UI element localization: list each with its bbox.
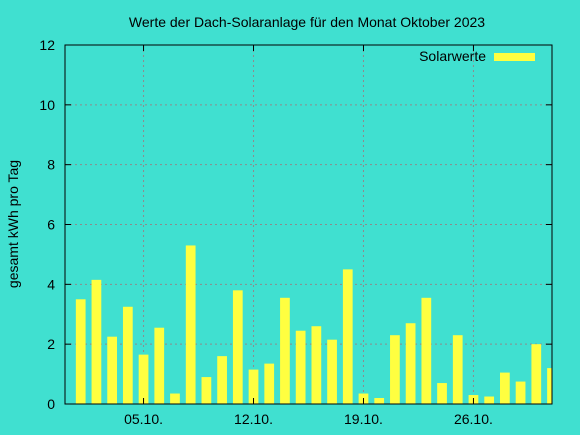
bar	[91, 279, 102, 404]
bar	[170, 393, 180, 404]
bar	[405, 323, 416, 404]
bar	[342, 269, 353, 404]
bar	[122, 306, 133, 404]
grid-lines	[65, 45, 552, 404]
bar	[201, 377, 212, 404]
x-tick-label: 05.10.	[124, 411, 163, 427]
bar	[217, 356, 227, 404]
bar	[452, 335, 463, 404]
bar	[437, 383, 447, 404]
legend-label: Solarwerte	[419, 48, 486, 64]
bar	[248, 369, 259, 404]
bar-series	[75, 245, 552, 404]
y-axis-ticks: 0 2 4 6 8 10 12	[39, 37, 552, 412]
bar	[185, 245, 196, 404]
x-tick-label: 19.10.	[344, 411, 383, 427]
x-tick-label: 12.10.	[234, 411, 273, 427]
bar	[390, 335, 400, 404]
y-tick-label: 4	[47, 276, 55, 292]
bar	[484, 396, 495, 404]
x-tick-label: 26.10.	[454, 411, 493, 427]
bar	[154, 327, 165, 404]
y-tick-label: 8	[47, 157, 55, 173]
bar	[547, 368, 552, 404]
chart-title: Werte der Dach-Solaranlage für den Monat…	[129, 14, 485, 30]
bar	[515, 381, 526, 404]
y-tick-label: 10	[39, 97, 55, 113]
bar	[327, 339, 337, 404]
y-axis-label: gesamt kWh pro Tag	[5, 160, 21, 288]
y-tick-label: 12	[39, 37, 55, 53]
legend-swatch	[494, 53, 535, 61]
y-tick-label: 2	[47, 336, 55, 352]
bar	[107, 336, 117, 404]
bar	[500, 372, 510, 404]
bar	[264, 363, 275, 404]
legend: Solarwerte	[419, 48, 535, 64]
bar	[75, 299, 86, 404]
bar	[311, 326, 322, 404]
bar	[138, 354, 149, 404]
bar	[232, 290, 243, 404]
bar	[280, 297, 290, 404]
bar	[374, 398, 385, 404]
bar	[531, 344, 542, 404]
y-tick-label: 6	[47, 217, 55, 233]
y-tick-label: 0	[47, 396, 55, 412]
bar	[295, 330, 306, 404]
x-axis-ticks: 05.10. 12.10. 19.10. 26.10.	[124, 45, 493, 427]
bar	[421, 297, 432, 404]
